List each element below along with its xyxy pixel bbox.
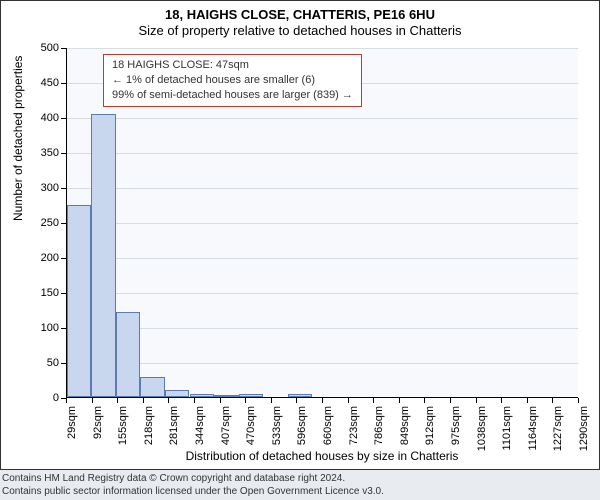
x-tick-label: 281sqm <box>168 406 180 456</box>
bar <box>67 205 91 398</box>
gridline <box>67 118 578 119</box>
y-tick-label: 500 <box>19 42 59 54</box>
y-tick-mark <box>61 258 66 259</box>
x-tick-label: 407sqm <box>220 406 232 456</box>
x-tick-label: 1038sqm <box>476 406 488 456</box>
y-tick-mark <box>61 83 66 84</box>
y-tick-label: 400 <box>19 112 59 124</box>
y-tick-label: 350 <box>19 147 59 159</box>
x-tick-label: 1290sqm <box>578 406 590 456</box>
chart-title-address: 18, HAIGHS CLOSE, CHATTERIS, PE16 6HU <box>1 7 599 22</box>
y-tick-mark <box>61 328 66 329</box>
x-tick-label: 596sqm <box>296 406 308 456</box>
x-tick-label: 29sqm <box>66 406 78 456</box>
x-tick-label: 975sqm <box>450 406 462 456</box>
x-tick-mark <box>117 398 118 403</box>
x-tick-label: 723sqm <box>348 406 360 456</box>
x-tick-label: 533sqm <box>271 406 283 456</box>
gridline <box>67 188 578 189</box>
y-tick-label: 300 <box>19 182 59 194</box>
x-tick-mark <box>322 398 323 403</box>
x-tick-mark <box>552 398 553 403</box>
chart-subtitle: Size of property relative to detached ho… <box>1 23 599 38</box>
x-tick-label: 1164sqm <box>527 406 539 456</box>
y-tick-mark <box>61 363 66 364</box>
x-tick-mark <box>168 398 169 403</box>
x-tick-mark <box>424 398 425 403</box>
annotation-box: 18 HAIGHS CLOSE: 47sqm ← 1% of detached … <box>103 54 362 107</box>
x-tick-label: 155sqm <box>117 406 129 456</box>
y-tick-mark <box>61 188 66 189</box>
chart-container: 18, HAIGHS CLOSE, CHATTERIS, PE16 6HU Si… <box>0 0 600 470</box>
x-tick-mark <box>220 398 221 403</box>
x-tick-mark <box>476 398 477 403</box>
bar <box>288 394 312 397</box>
x-tick-label: 344sqm <box>194 406 206 456</box>
y-tick-label: 100 <box>19 322 59 334</box>
x-tick-mark <box>66 398 67 403</box>
x-tick-mark <box>245 398 246 403</box>
annotation-line1: 18 HAIGHS CLOSE: 47sqm <box>112 58 353 73</box>
x-tick-label: 470sqm <box>245 406 257 456</box>
annotation-line3: 99% of semi-detached houses are larger (… <box>112 88 353 103</box>
bar <box>190 394 214 397</box>
y-tick-mark <box>61 293 66 294</box>
x-tick-mark <box>92 398 93 403</box>
gridline <box>67 328 578 329</box>
y-tick-label: 450 <box>19 77 59 89</box>
bar <box>140 377 164 397</box>
x-tick-mark <box>143 398 144 403</box>
gridline <box>67 258 578 259</box>
plot-area: 18 HAIGHS CLOSE: 47sqm ← 1% of detached … <box>66 48 578 398</box>
y-tick-label: 50 <box>19 357 59 369</box>
copyright-line1: Contains HM Land Registry data © Crown c… <box>2 472 384 485</box>
y-tick-mark <box>61 118 66 119</box>
x-tick-mark <box>348 398 349 403</box>
x-tick-mark <box>399 398 400 403</box>
gridline <box>67 223 578 224</box>
x-tick-mark <box>296 398 297 403</box>
x-tick-mark <box>450 398 451 403</box>
annotation-line2: ← 1% of detached houses are smaller (6) <box>112 73 353 88</box>
gridline <box>67 153 578 154</box>
gridline <box>67 293 578 294</box>
x-tick-mark <box>501 398 502 403</box>
bar <box>91 114 115 398</box>
x-tick-mark <box>578 398 579 403</box>
x-tick-label: 849sqm <box>399 406 411 456</box>
x-tick-mark <box>373 398 374 403</box>
x-tick-label: 786sqm <box>373 406 385 456</box>
copyright-line2: Contains public sector information licen… <box>2 485 384 498</box>
bar <box>165 390 189 397</box>
y-tick-mark <box>61 153 66 154</box>
x-tick-mark <box>527 398 528 403</box>
bar <box>116 312 140 397</box>
y-tick-label: 0 <box>19 392 59 404</box>
y-tick-label: 250 <box>19 217 59 229</box>
copyright: Contains HM Land Registry data © Crown c… <box>2 472 384 498</box>
x-tick-label: 1101sqm <box>501 406 513 456</box>
y-tick-mark <box>61 48 66 49</box>
y-tick-label: 150 <box>19 287 59 299</box>
y-tick-label: 200 <box>19 252 59 264</box>
bar <box>214 395 238 397</box>
bar <box>239 394 263 398</box>
y-tick-mark <box>61 223 66 224</box>
x-tick-mark <box>271 398 272 403</box>
gridline <box>67 48 578 49</box>
x-tick-label: 660sqm <box>322 406 334 456</box>
x-tick-mark <box>194 398 195 403</box>
x-tick-label: 92sqm <box>92 406 104 456</box>
gridline <box>67 363 578 364</box>
x-tick-label: 912sqm <box>424 406 436 456</box>
x-tick-label: 218sqm <box>143 406 155 456</box>
x-tick-label: 1227sqm <box>552 406 564 456</box>
